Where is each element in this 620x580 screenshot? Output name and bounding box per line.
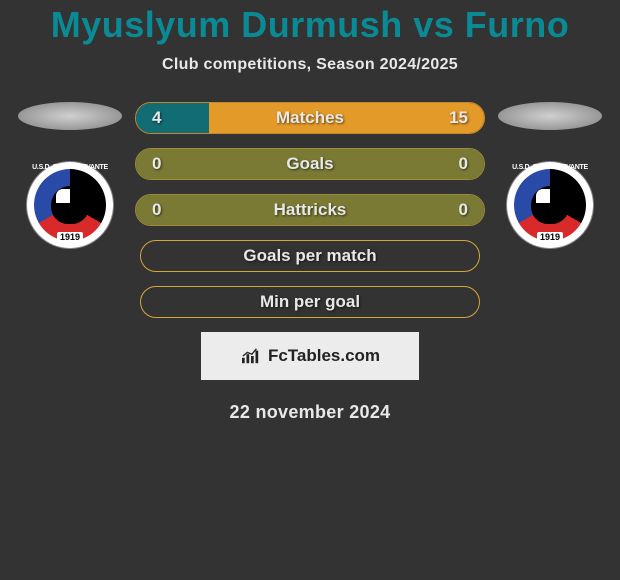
watermark-text: FcTables.com (268, 346, 380, 366)
stat-right-value: 0 (459, 200, 468, 220)
stat-label: Goals per match (243, 246, 376, 266)
stat-left-value: 4 (152, 108, 161, 128)
subtitle: Club competitions, Season 2024/2025 (0, 56, 620, 74)
stat-right-value: 15 (449, 108, 468, 128)
stat-label: Hattricks (274, 200, 347, 220)
stats-column: 4 Matches 15 0 Goals 0 0 Hattricks 0 Goals per ma… (135, 102, 485, 318)
club-badge-right: U.S.D. SESTRI LEVANTE 1919 (507, 162, 593, 248)
stat-bar-matches: 4 Matches 15 (135, 102, 485, 134)
badge-inner-right (514, 169, 586, 241)
stat-label: Matches (276, 108, 344, 128)
stat-bar-hattricks: 0 Hattricks 0 (135, 194, 485, 226)
club-badge-left: U.S.D. SESTRI LEVANTE 1919 (27, 162, 113, 248)
stat-bar-goals: 0 Goals 0 (135, 148, 485, 180)
badge-year-left: 1919 (57, 232, 83, 242)
page-title: Myuslyum Durmush vs Furno (0, 4, 620, 46)
fill-left (136, 103, 209, 133)
badge-year-right: 1919 (537, 232, 563, 242)
watermark: FcTables.com (201, 332, 419, 380)
fill-left (136, 149, 310, 179)
stat-label: Min per goal (260, 292, 360, 312)
stat-left-value: 0 (152, 200, 161, 220)
stat-bar-mpg: Min per goal (140, 286, 480, 318)
stat-right-value: 0 (459, 154, 468, 174)
stat-label: Goals (286, 154, 333, 174)
player-shadow-right (498, 102, 602, 130)
main-row: U.S.D. SESTRI LEVANTE 1919 4 Matches 15 0 Go… (0, 102, 620, 318)
moor-head-icon (51, 186, 89, 224)
chart-icon (240, 347, 262, 365)
stat-bar-gpm: Goals per match (140, 240, 480, 272)
player-shadow-left (18, 102, 122, 130)
badge-inner-left (34, 169, 106, 241)
fill-right (209, 103, 484, 133)
moor-head-icon (531, 186, 569, 224)
right-player-col: U.S.D. SESTRI LEVANTE 1919 (495, 102, 605, 248)
stat-left-value: 0 (152, 154, 161, 174)
date-line: 22 november 2024 (0, 402, 620, 423)
left-player-col: U.S.D. SESTRI LEVANTE 1919 (15, 102, 125, 248)
comparison-card: Myuslyum Durmush vs Furno Club competiti… (0, 0, 620, 423)
